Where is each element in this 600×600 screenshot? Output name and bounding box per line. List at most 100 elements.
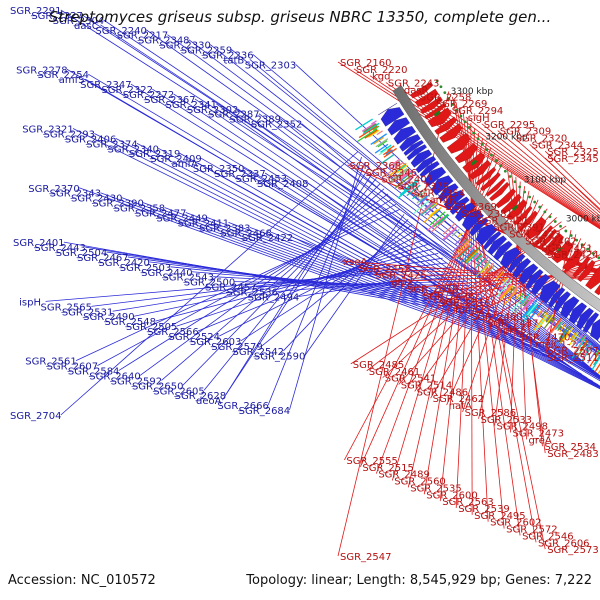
marker-dot [447, 97, 451, 100]
annotation-stripe [498, 278, 510, 292]
annotation-stripe [557, 325, 562, 332]
annotation-stripe [474, 257, 487, 270]
leader-line-forward [249, 59, 600, 350]
annotation-stripe [594, 349, 600, 357]
gene-label-forward: SGR_2477 [135, 209, 187, 220]
annotation-stripe [502, 278, 509, 286]
marker-dot [480, 142, 484, 146]
gene-label-reverse: SGR_2462 [433, 394, 485, 405]
forward-gene-arrow [419, 161, 440, 178]
annotation-stripe [523, 299, 533, 311]
gene-label-forward: SGR_2347 [80, 80, 132, 91]
annotation-stripe [396, 164, 406, 173]
gene-label-forward: SGR_2579 [211, 342, 263, 353]
gene-label-forward: SGR_2494 [248, 292, 300, 303]
forward-gene-arrow [487, 235, 507, 256]
gene-label-forward: SGR_2490 [83, 312, 135, 323]
genome-summary-text: Topology: linear; Length: 8,545,929 bp; … [246, 573, 592, 588]
annotation-stripe [502, 277, 508, 283]
gene-label-forward: SGR_2389 [230, 115, 282, 126]
gene-label-reverse: SGR_2421 [477, 216, 528, 227]
reverse-gene-arrow [446, 132, 471, 154]
forward-gene-arrow [553, 291, 571, 312]
annotation-stripe [487, 265, 495, 274]
gene-label-reverse: xseA [343, 257, 367, 268]
marker-dot [443, 91, 447, 95]
annotation-stripe [526, 301, 539, 316]
reverse-gene-arrow [410, 81, 434, 99]
gene-label-forward: SGR_2330 [159, 41, 211, 52]
annotation-stripe [569, 332, 576, 341]
marker-dot [586, 247, 590, 251]
gene-label-reverse: SGR_2507 [547, 346, 599, 357]
gene-label-reverse: SGR_2586 [465, 408, 517, 419]
accession-text: Accession: NC_010572 [8, 573, 156, 588]
annotation-stripe [510, 295, 525, 313]
gene-label-forward: SGR_2337 [214, 169, 266, 180]
gene-label-reverse: kgd [372, 72, 391, 83]
annotation-stripe [460, 248, 475, 264]
gene-label-forward: SGR_2340 [108, 144, 160, 155]
gene-label-forward: SGR_2236 [202, 50, 254, 61]
gene-label-forward: SGR_2321 [22, 125, 74, 136]
annotation-stripe [556, 329, 568, 345]
annotation-stripe [386, 145, 395, 152]
annotation-stripe [428, 208, 439, 217]
gene-label-forward: SGR_2374 [86, 139, 138, 150]
annotation-stripe [373, 136, 384, 145]
annotation-stripe [521, 299, 538, 318]
scale-tick-mark [433, 110, 441, 117]
annotation-stripe [389, 168, 410, 184]
annotation-stripe [575, 334, 584, 345]
gene-label-forward: SGR_2453 [236, 174, 287, 185]
annotation-stripe [423, 207, 442, 223]
map-title: Streptomyces griseus subsp. griseus NBRC… [48, 8, 552, 26]
annotation-stripe [429, 211, 446, 226]
leader-line-forward [149, 261, 490, 304]
annotation-stripe [382, 148, 392, 156]
gene-label-forward: SGR_2408 [257, 179, 309, 190]
annotation-stripe [416, 195, 427, 204]
gene-label-forward: SGR_2457 [205, 283, 257, 294]
gene-label-reverse: SGR_2546 [522, 531, 574, 542]
gene-label-forward: SGR_2287 [208, 110, 259, 121]
annotation-stripe [388, 162, 407, 177]
reverse-gene-arrow [495, 188, 516, 209]
annotation-stripe [426, 216, 444, 232]
marker-dot [467, 126, 471, 129]
gene-label-forward: SGR_2628 [175, 391, 227, 402]
leader-line-forward [88, 73, 600, 380]
gene-label-reverse: SGR_2437 [487, 319, 539, 330]
annotation-stripe [458, 244, 471, 257]
reverse-gene-arrow [439, 123, 463, 143]
gene-label-reverse: SGR_2514 [401, 380, 453, 391]
gene-label-forward: SGR_2566 [147, 327, 199, 338]
leader-line-forward [267, 162, 366, 406]
annotation-stripe [532, 311, 549, 332]
annotation-stripe [503, 289, 519, 306]
annotation-stripe [395, 174, 412, 189]
gene-label-reverse: SGR_2483 [547, 449, 599, 460]
annotation-stripe [385, 149, 393, 155]
leader-line-forward [161, 188, 385, 381]
gene-label-forward: SGR_2440 [141, 268, 193, 279]
annotation-stripe [571, 338, 586, 359]
gene-label-forward: SGR_2319 [129, 149, 181, 160]
marker-dot [451, 103, 455, 106]
gene-label-forward: SGR_2370 [28, 184, 79, 195]
annotation-stripe [559, 326, 572, 343]
annotation-stripe [442, 226, 458, 240]
leader-line-forward [118, 198, 393, 371]
marker-dot [543, 210, 547, 214]
leader-line-forward [112, 257, 443, 312]
marker-dot [489, 153, 493, 157]
annotation-stripe [431, 202, 438, 208]
annotation-stripe [563, 327, 574, 341]
annotation-stripe [396, 164, 409, 174]
annotation-stripe [390, 161, 401, 169]
gene-label-forward: SGR_2542 [233, 347, 285, 358]
forward-gene-arrow [582, 312, 600, 334]
leader-line-forward [145, 29, 600, 352]
annotation-stripe [455, 237, 463, 245]
annotation-stripe [433, 209, 441, 217]
